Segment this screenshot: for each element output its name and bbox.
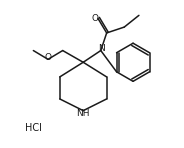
Text: NH: NH: [77, 109, 90, 118]
Text: O: O: [91, 14, 98, 23]
Text: N: N: [98, 44, 105, 53]
Text: HCl: HCl: [25, 123, 42, 133]
Text: O: O: [45, 53, 52, 62]
